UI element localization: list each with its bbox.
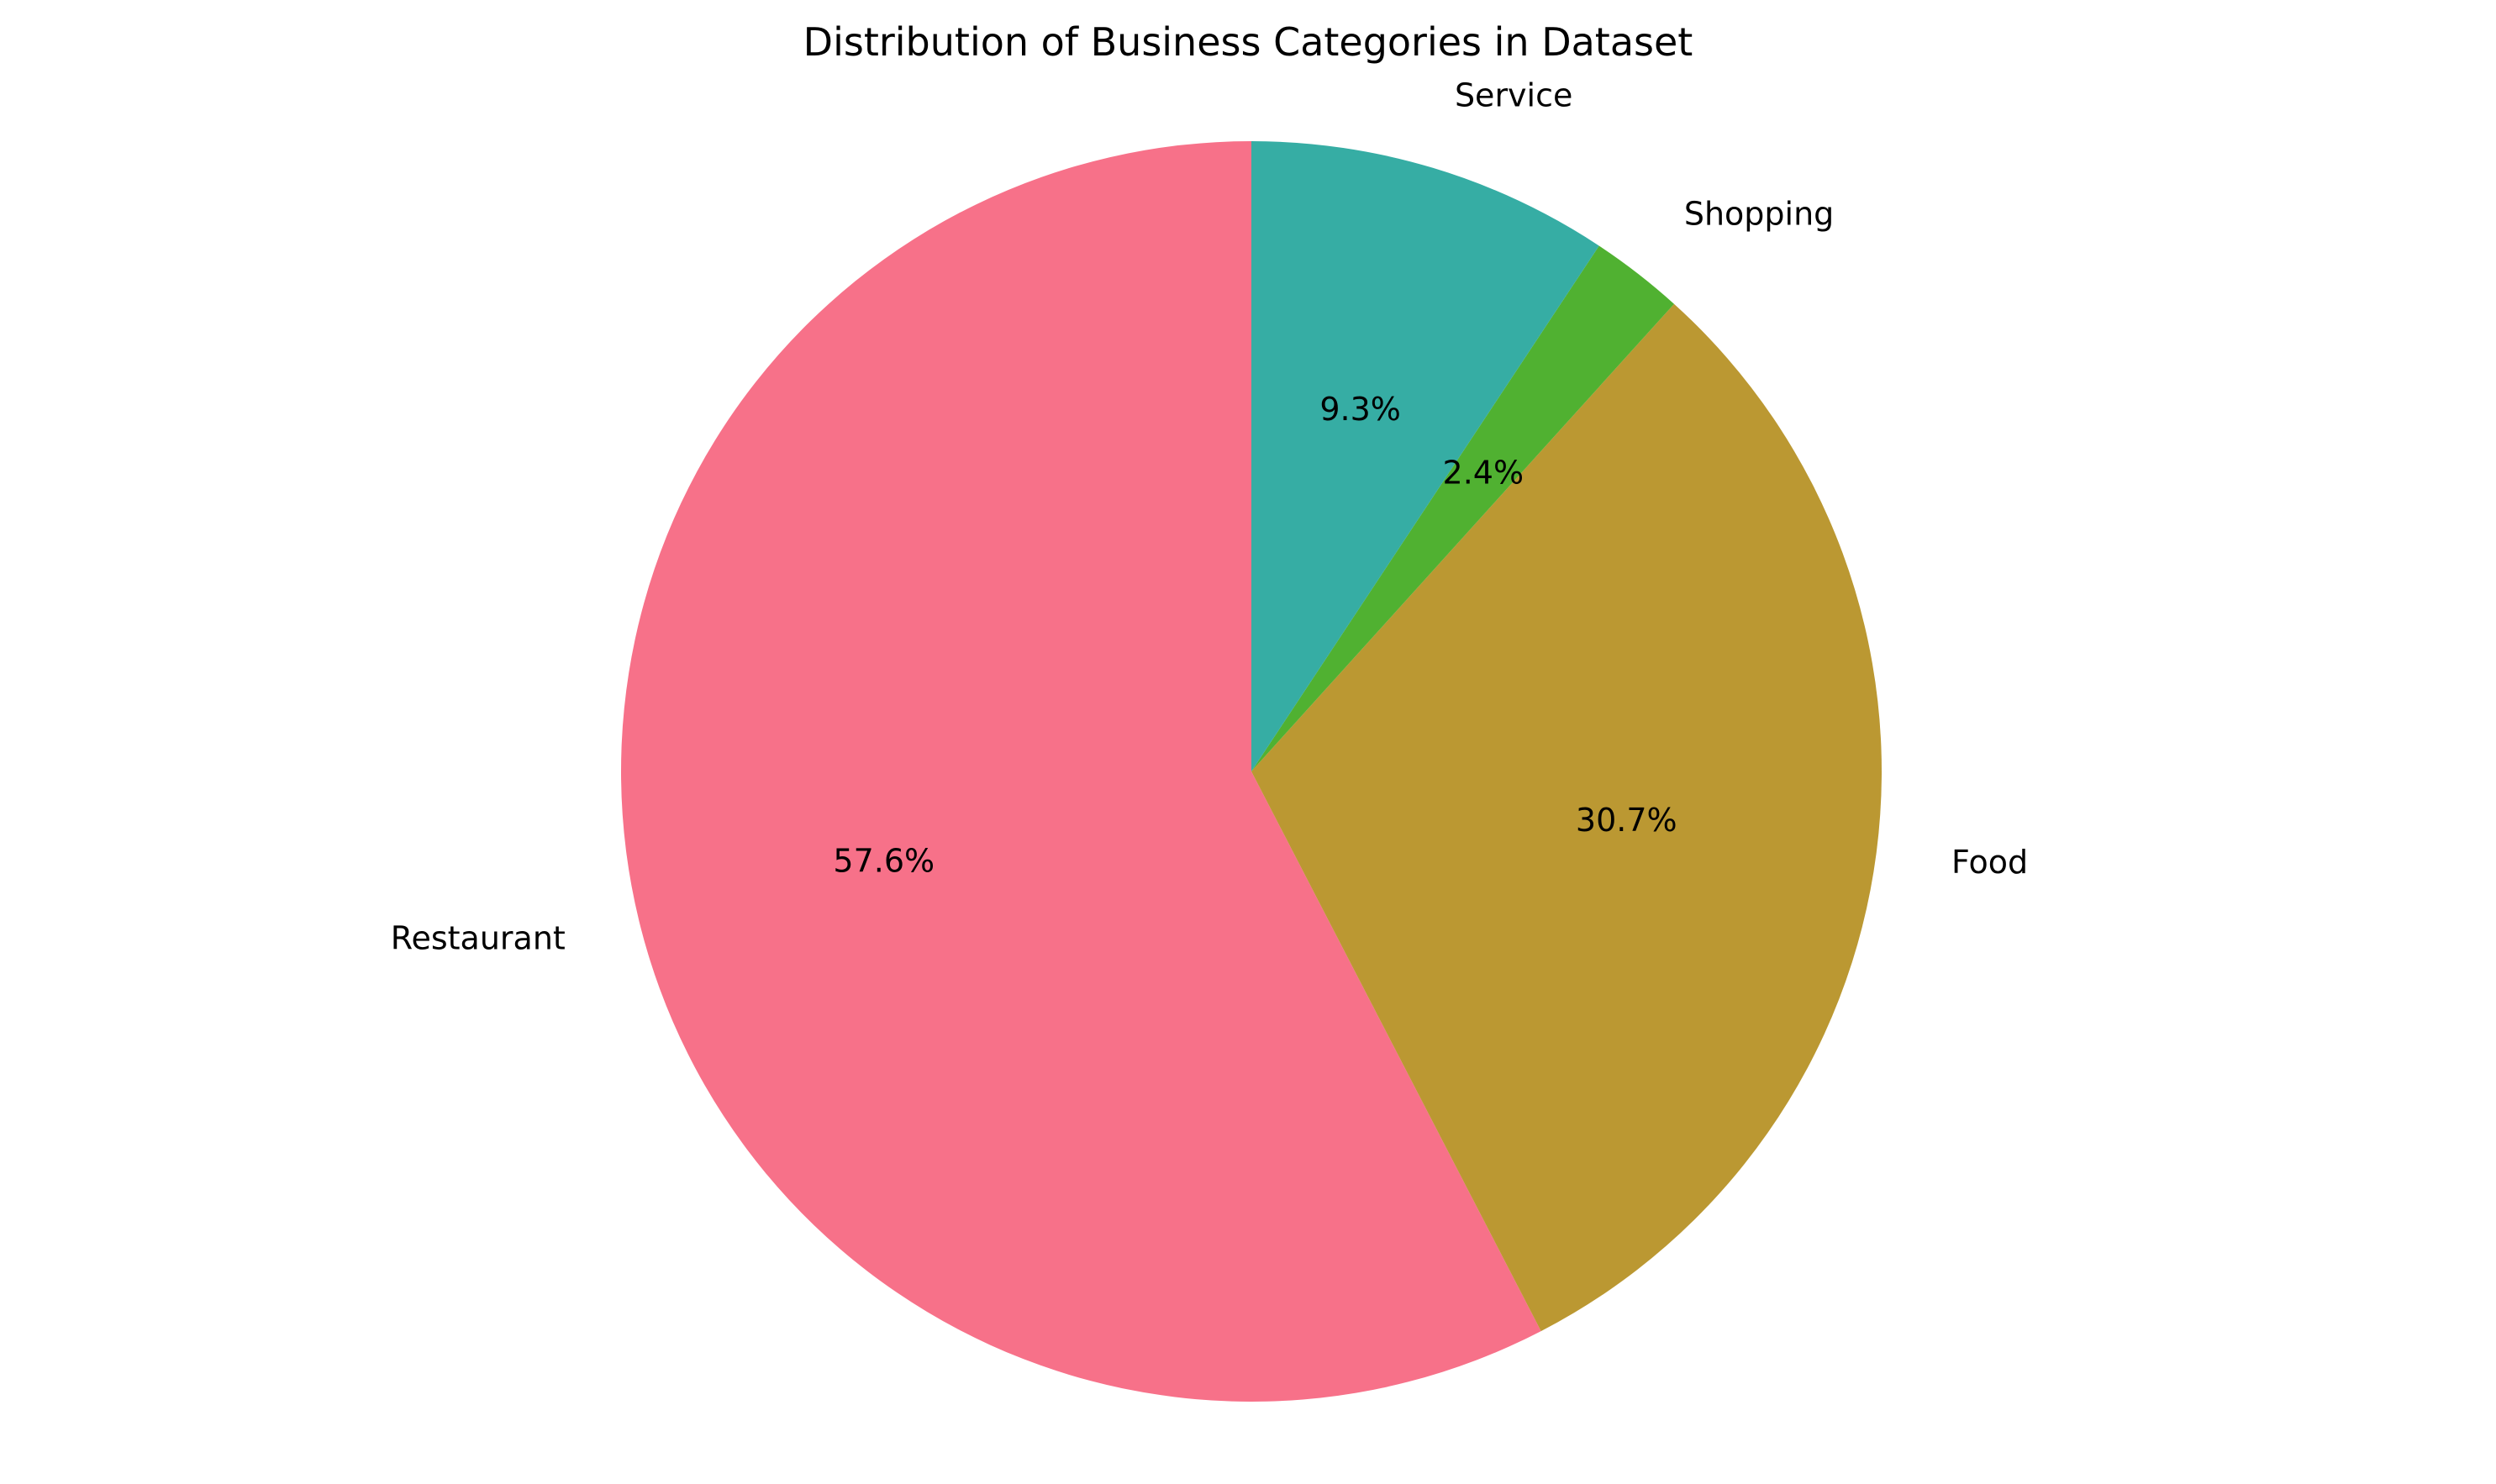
- pie-slice-restaurant: [620, 141, 1541, 1402]
- pie-slice-service: [1251, 141, 1599, 771]
- slice-label-shopping: Shopping: [1684, 195, 1834, 232]
- pie-labels: 57.6% Restaurant 30.7% Food 2.4% Shopping 9.3%…: [391, 77, 2028, 957]
- slice-label-food: Food: [1951, 844, 2028, 881]
- pie-slice-shopping: [1251, 245, 1675, 771]
- slice-label-restaurant: Restaurant: [391, 920, 566, 957]
- pct-label-food: 30.7%: [1576, 802, 1677, 839]
- pct-label-shopping: 2.4%: [1443, 454, 1524, 491]
- pie-slice-food: [1251, 303, 1882, 1332]
- pct-label-service: 9.3%: [1319, 391, 1401, 428]
- pct-label-restaurant: 57.6%: [833, 842, 935, 879]
- slice-label-service: Service: [1455, 77, 1572, 114]
- pie-slices: [620, 141, 1882, 1402]
- chart-title: Distribution of Business Categories in D…: [803, 19, 1693, 65]
